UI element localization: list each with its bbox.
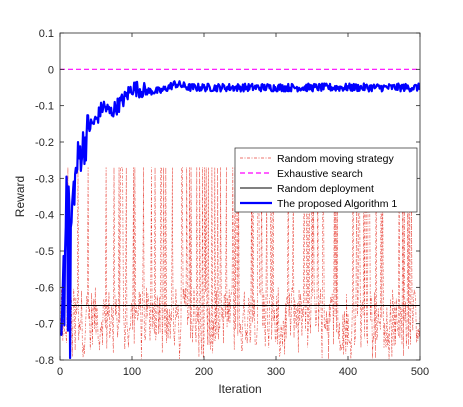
y-tick-label: -0.2 bbox=[35, 137, 54, 149]
y-tick-label: -0.1 bbox=[35, 101, 54, 113]
legend-label-3: The proposed Algorithm 1 bbox=[277, 198, 397, 210]
ticks-layer: 0 100 200 300 400 500 0.1 0 -0.1 -0.2 -0.3 -0.4 -0.5… bbox=[35, 28, 429, 378]
y-tick-label: -0.6 bbox=[35, 282, 54, 294]
y-tick-label: 0 bbox=[48, 64, 54, 76]
y-axis-label: Reward bbox=[13, 176, 27, 217]
legend-box bbox=[234, 147, 418, 213]
y-tick-label: -0.8 bbox=[35, 355, 54, 367]
y-tick-label: -0.5 bbox=[35, 246, 54, 258]
y-tick-label: -0.4 bbox=[35, 210, 54, 222]
series-layer bbox=[60, 68, 420, 360]
series-random-moving-line bbox=[60, 167, 420, 360]
x-tick-label: 200 bbox=[195, 366, 213, 378]
y-tick-label: -0.3 bbox=[35, 173, 54, 185]
axes-layer bbox=[59, 32, 421, 361]
y-tick-label: 0.1 bbox=[39, 28, 54, 40]
x-tick-label: 100 bbox=[123, 366, 141, 378]
legend-label-2: Random deployment bbox=[277, 183, 374, 195]
x-axis-label: Iteration bbox=[218, 382, 261, 396]
x-tick-label: 300 bbox=[267, 366, 285, 378]
axes-box bbox=[59, 32, 421, 361]
legend-label-1: Exhaustive search bbox=[277, 168, 363, 180]
x-tick-label: 400 bbox=[339, 366, 357, 378]
x-tick-label: 500 bbox=[411, 366, 429, 378]
legend: Random moving strategy Exhaustive search R… bbox=[234, 147, 418, 213]
y-tick-label: -0.7 bbox=[35, 319, 54, 331]
series-proposed-algorithm-line bbox=[60, 80, 420, 360]
x-tick-label: 0 bbox=[57, 366, 63, 378]
legend-label-0: Random moving strategy bbox=[277, 153, 394, 165]
